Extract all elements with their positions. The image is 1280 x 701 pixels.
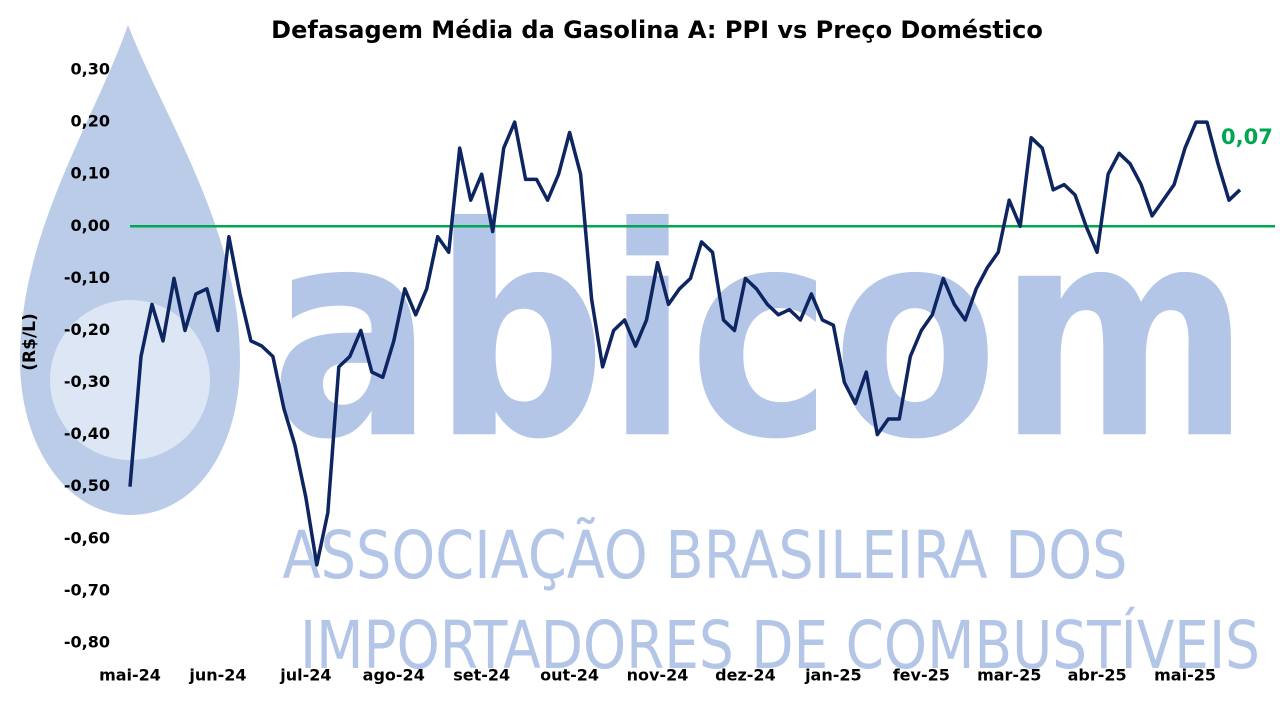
watermark-globe xyxy=(50,300,210,460)
y-axis-label: (R$/L) xyxy=(20,313,40,371)
y-tick-label: -0,60 xyxy=(64,528,110,547)
y-tick-label: 0,00 xyxy=(71,216,110,235)
x-tick-label: mar-25 xyxy=(977,666,1041,685)
x-tick-label: mai-24 xyxy=(99,666,161,685)
y-tick-label: -0,30 xyxy=(64,372,110,391)
watermark-line: ASSOCIAÇÃO BRASILEIRA DOS xyxy=(283,517,1128,594)
x-tick-label: jan-25 xyxy=(804,666,862,685)
x-tick-label: set-24 xyxy=(453,666,510,685)
series-line xyxy=(128,120,1242,567)
x-tick-label: nov-24 xyxy=(627,666,689,685)
y-tick-label: -0,70 xyxy=(64,580,110,599)
y-tick-label: -0,80 xyxy=(64,633,110,652)
x-tick-label: out-24 xyxy=(540,666,599,685)
x-tick-label: dez-24 xyxy=(715,666,776,685)
chart-title: Defasagem Média da Gasolina A: PPI vs Pr… xyxy=(271,16,1043,44)
y-tick-label: -0,50 xyxy=(64,476,110,495)
x-tick-label: jun-24 xyxy=(188,666,246,685)
x-tick-label: ago-24 xyxy=(363,666,425,685)
annotation: 0,07 xyxy=(1221,125,1273,149)
y-tick-label: 0,20 xyxy=(71,112,110,131)
y-tick-label: -0,20 xyxy=(64,320,110,339)
x-tick-label: abr-25 xyxy=(1068,666,1127,685)
y-tick-label: -0,40 xyxy=(64,424,110,443)
x-tick-label: mai-25 xyxy=(1154,666,1216,685)
y-tick-label: -0,10 xyxy=(64,268,110,287)
x-tick-label: jul-24 xyxy=(279,666,331,685)
x-tick-label: fev-25 xyxy=(893,666,950,685)
watermark-line: IMPORTADORES DE COMBUSTÍVEIS xyxy=(300,606,1260,684)
y-tick-label: 0,10 xyxy=(71,164,110,183)
y-tick-label: 0,30 xyxy=(71,60,110,79)
watermark-logo: abicom xyxy=(270,166,1250,503)
watermark: abicom ASSOCIAÇÃO BRASILEIRA DOS IMPORTA… xyxy=(20,25,1260,684)
